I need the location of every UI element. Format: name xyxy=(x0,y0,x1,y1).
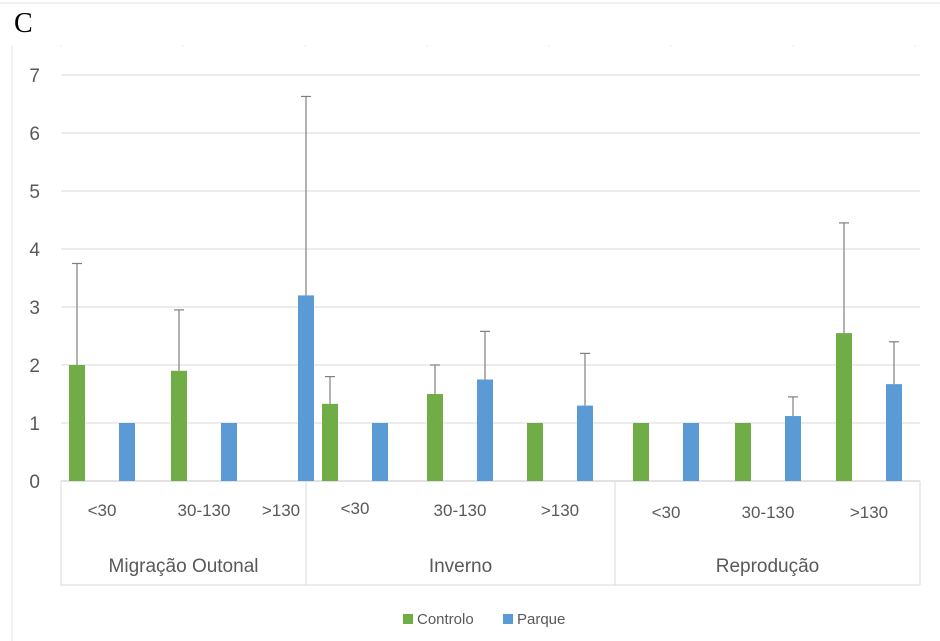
bar-controlo xyxy=(836,333,852,481)
panel-label: C xyxy=(14,8,33,39)
y-tick-label: 3 xyxy=(29,298,40,319)
bar-parque xyxy=(119,423,135,481)
legend-label: Controlo xyxy=(417,611,474,628)
bar-controlo xyxy=(171,370,187,481)
bar-controlo xyxy=(322,403,338,481)
bar-controlo xyxy=(69,365,85,481)
category-label: <30 xyxy=(341,499,370,518)
bar-parque xyxy=(785,416,801,481)
group-label: Inverno xyxy=(429,556,492,577)
category-label: 30-130 xyxy=(434,501,487,520)
y-tick-label: 1 xyxy=(29,414,40,435)
bar-parque xyxy=(886,384,902,481)
bar-parque xyxy=(683,423,699,481)
y-tick-label: 7 xyxy=(29,66,40,87)
y-tick-label: 5 xyxy=(29,182,40,203)
group-label: Migração Outonal xyxy=(109,556,259,577)
legend-label: Parque xyxy=(517,611,565,628)
category-label: 30-130 xyxy=(178,501,231,520)
legend-swatch-parque xyxy=(503,614,513,624)
category-label: 30-130 xyxy=(742,503,795,522)
bar-controlo xyxy=(427,394,443,481)
legend-swatch-controlo xyxy=(403,614,413,624)
bar-controlo xyxy=(527,423,543,481)
category-label: >130 xyxy=(262,501,300,520)
bar-controlo xyxy=(735,423,751,481)
bar-parque xyxy=(221,423,237,481)
category-label: >130 xyxy=(541,501,579,520)
bar-parque xyxy=(577,405,593,481)
bar-controlo xyxy=(633,423,649,481)
bar-parque xyxy=(477,379,493,481)
category-label: <30 xyxy=(88,501,117,520)
bar-parque xyxy=(372,423,388,481)
y-tick-label: 6 xyxy=(29,124,40,145)
category-label: >130 xyxy=(850,503,888,522)
y-tick-label: 0 xyxy=(29,472,40,493)
bar-parque xyxy=(298,295,314,481)
y-tick-label: 2 xyxy=(29,356,40,377)
group-label: Reprodução xyxy=(716,556,820,577)
category-label: <30 xyxy=(652,503,681,522)
y-tick-label: 4 xyxy=(29,240,40,261)
